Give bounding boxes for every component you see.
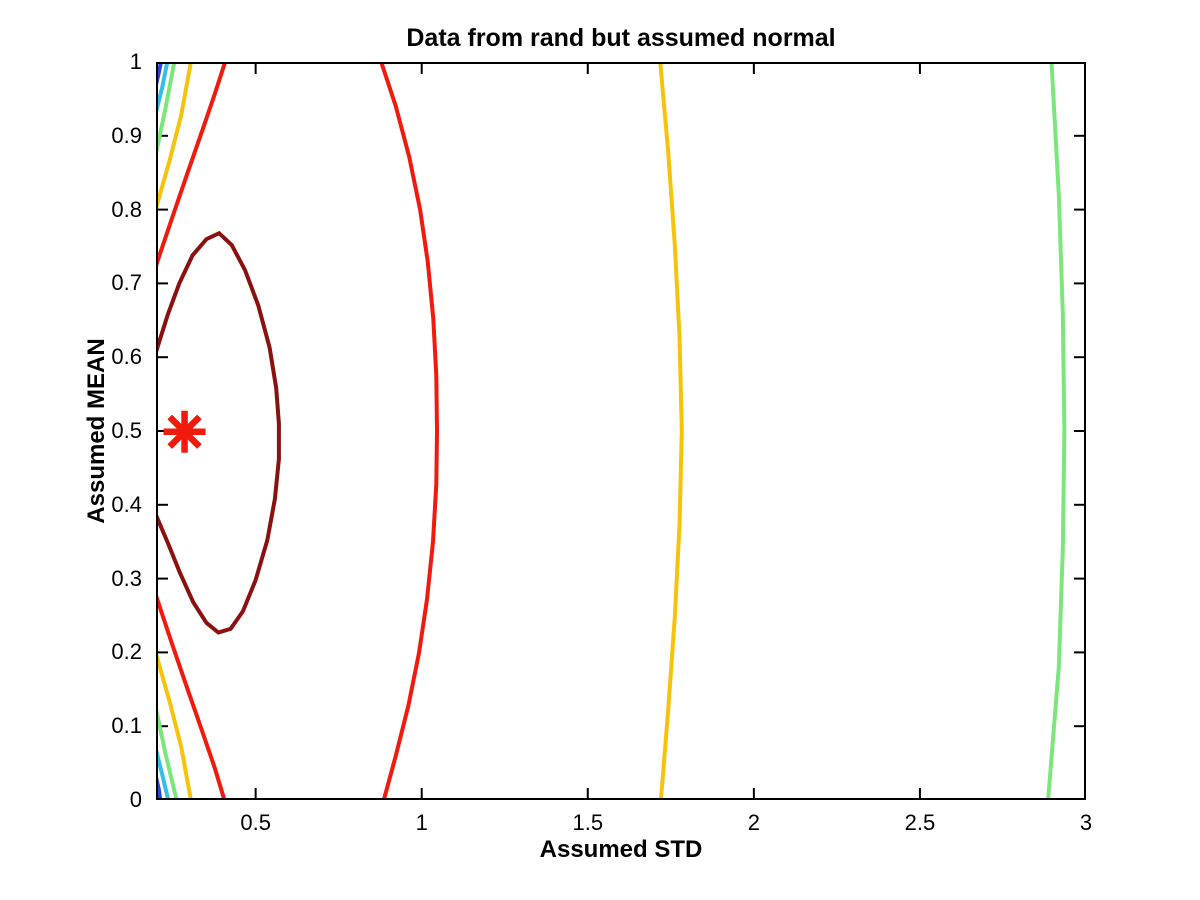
- contour-line: [379, 61, 440, 801]
- y-tick-label: 0.3: [111, 565, 142, 591]
- y-tick-label: 0.9: [111, 122, 142, 148]
- contour-line: [154, 594, 227, 801]
- x-tick-label: 2.5: [904, 810, 936, 835]
- y-tick-label: 0.2: [111, 639, 142, 665]
- marker-asterisk: [167, 414, 202, 449]
- plot-area: [154, 61, 1087, 801]
- y-tick-label: 1: [129, 49, 142, 74]
- contour-line: [154, 61, 170, 113]
- contour-line: [154, 230, 281, 635]
- contour-line: [154, 61, 228, 267]
- x-tick-label: 1.5: [572, 810, 604, 835]
- contour-line: [154, 749, 171, 801]
- x-tick-label: 3: [1079, 810, 1093, 835]
- contour-line: [154, 653, 193, 801]
- x-tick-label: 2: [747, 810, 760, 835]
- y-axis-label: Assumed MEAN: [83, 338, 110, 524]
- x-tick-label: 1: [415, 810, 428, 835]
- contour-line: [154, 708, 179, 801]
- y-tick-label: 0.8: [111, 196, 142, 222]
- contour-line: [1046, 61, 1067, 801]
- plot-box: [156, 62, 1086, 800]
- y-tick-label: 0.5: [111, 418, 142, 443]
- y-tick-label: 0.1: [111, 713, 142, 739]
- contour-line: [154, 61, 177, 154]
- y-tick-label: 0: [129, 787, 142, 812]
- chart-title: Data from rand but assumed normal: [406, 24, 836, 52]
- y-tick-label: 0.7: [111, 270, 142, 296]
- y-tick-label: 0.6: [111, 344, 142, 370]
- x-axis-label: Assumed STD: [539, 836, 703, 863]
- y-tick-label: 0.4: [111, 491, 142, 517]
- x-tick-label: 0.5: [240, 810, 271, 835]
- contour-plot-svg: [154, 61, 1087, 801]
- contour-line: [658, 61, 684, 801]
- contour-line: [154, 61, 193, 209]
